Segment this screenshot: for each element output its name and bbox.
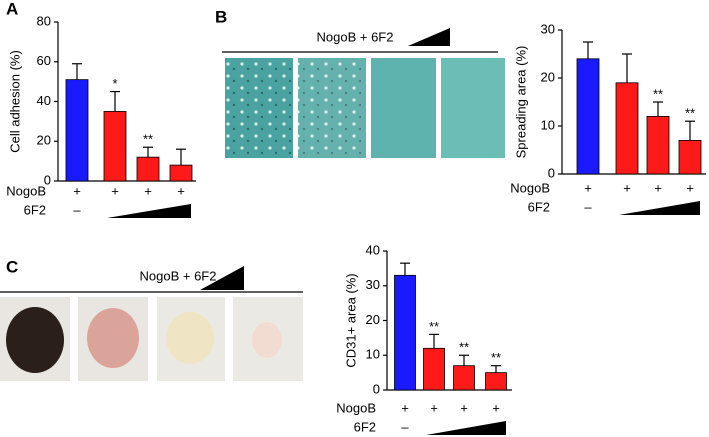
significance: ** bbox=[653, 86, 663, 101]
significance: * bbox=[112, 76, 117, 91]
row-mark: + bbox=[584, 180, 592, 195]
y-tick-label: 60 bbox=[37, 53, 51, 68]
strip-caption: NogoB + 6F2 bbox=[317, 29, 394, 44]
row-mark: + bbox=[654, 180, 662, 195]
y-tick-label: 20 bbox=[541, 69, 555, 84]
significance: ** bbox=[491, 350, 501, 365]
y-tick-label: 0 bbox=[548, 165, 555, 180]
y-tick-label: 10 bbox=[541, 117, 555, 132]
row-mark: + bbox=[73, 183, 81, 198]
y-tick-label: 10 bbox=[366, 347, 380, 362]
row-label: NogoB bbox=[510, 180, 550, 195]
panel-letter: A bbox=[6, 0, 18, 18]
row-mark: + bbox=[623, 180, 631, 195]
dose-triangle bbox=[200, 266, 244, 290]
y-tick-label: 20 bbox=[366, 312, 380, 327]
bar bbox=[485, 372, 507, 391]
dose-triangle bbox=[408, 28, 450, 46]
row-mark: + bbox=[401, 400, 409, 415]
y-tick-label: 40 bbox=[37, 93, 51, 108]
y-tick-label: 80 bbox=[37, 13, 51, 28]
image bbox=[371, 58, 436, 158]
plug bbox=[252, 322, 282, 358]
row-mark: – bbox=[73, 202, 81, 217]
row-label: NogoB bbox=[336, 400, 376, 415]
bar bbox=[394, 274, 416, 391]
significance: ** bbox=[685, 106, 695, 121]
panel-letter: B bbox=[215, 7, 227, 26]
significance: ** bbox=[459, 340, 469, 355]
image bbox=[298, 58, 366, 158]
row-mark: – bbox=[584, 199, 592, 214]
y-axis-label: Cell adhesion (%) bbox=[7, 50, 22, 153]
bar bbox=[646, 116, 670, 175]
row-mark: + bbox=[177, 183, 185, 198]
image bbox=[441, 58, 505, 158]
dose-triangle bbox=[107, 204, 191, 218]
significance: ** bbox=[429, 319, 439, 334]
bar bbox=[423, 347, 445, 391]
plug bbox=[6, 307, 64, 373]
bar bbox=[103, 111, 127, 182]
row-mark: + bbox=[686, 180, 694, 195]
y-tick-label: 30 bbox=[541, 21, 555, 36]
y-tick-label: 30 bbox=[366, 277, 380, 292]
bar bbox=[65, 79, 89, 182]
bar bbox=[615, 82, 639, 175]
row-mark: + bbox=[492, 400, 500, 415]
y-tick-label: 0 bbox=[373, 381, 380, 396]
row-mark: – bbox=[401, 419, 409, 434]
strip-caption: NogoB + 6F2 bbox=[140, 268, 217, 283]
y-axis-label: Spreading area (%) bbox=[513, 46, 528, 159]
y-tick-label: 40 bbox=[366, 242, 380, 257]
row-label: 6F2 bbox=[354, 419, 376, 434]
dose-triangle bbox=[426, 421, 506, 435]
panel-letter: C bbox=[6, 257, 18, 276]
y-tick-label: 0 bbox=[44, 172, 51, 187]
plug bbox=[87, 308, 139, 368]
y-axis-label: CD31+ area (%) bbox=[343, 273, 358, 367]
bar bbox=[169, 164, 193, 182]
dose-triangle bbox=[619, 201, 700, 215]
row-label: NogoB bbox=[6, 183, 46, 198]
image bbox=[225, 58, 293, 158]
row-mark: + bbox=[144, 183, 152, 198]
y-tick-label: 20 bbox=[37, 133, 51, 148]
bar bbox=[678, 139, 702, 175]
bar bbox=[453, 365, 475, 391]
bar bbox=[136, 156, 160, 182]
row-mark: + bbox=[111, 183, 119, 198]
row-label: 6F2 bbox=[24, 202, 46, 217]
bar bbox=[576, 58, 600, 175]
row-mark: + bbox=[460, 400, 468, 415]
plug bbox=[166, 312, 214, 364]
row-label: 6F2 bbox=[528, 199, 550, 214]
row-mark: + bbox=[430, 400, 438, 415]
significance: ** bbox=[143, 132, 153, 147]
